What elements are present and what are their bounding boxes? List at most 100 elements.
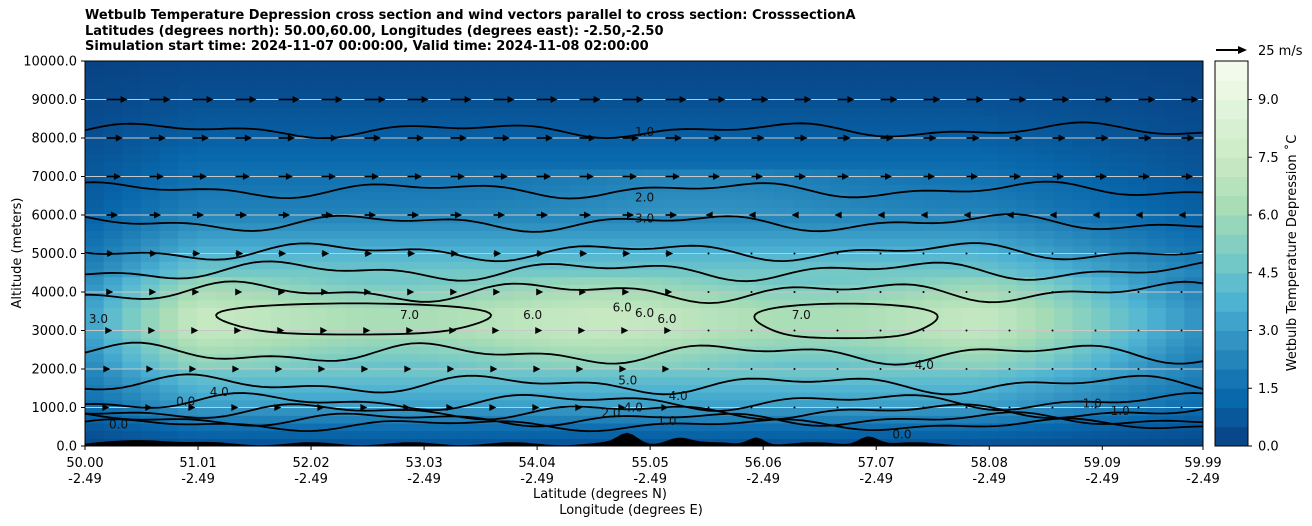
field-cell xyxy=(699,222,720,231)
field-cell xyxy=(811,338,831,347)
field-cell xyxy=(718,384,738,393)
field-cell xyxy=(718,292,738,301)
field-cell xyxy=(140,61,161,70)
field-cell xyxy=(830,107,850,116)
field-cell xyxy=(178,168,198,178)
field-cell xyxy=(1184,292,1203,301)
field-cell xyxy=(308,222,328,231)
field-cell xyxy=(476,238,496,247)
field-cell xyxy=(681,276,701,285)
field-cell xyxy=(252,376,272,385)
field-cell xyxy=(457,184,477,193)
field-cell xyxy=(1016,361,1036,370)
field-cell xyxy=(140,330,161,339)
field-cell xyxy=(308,122,328,131)
field-cell xyxy=(569,384,589,393)
colorbar-band xyxy=(1215,311,1248,331)
field-cell xyxy=(401,191,421,201)
field-cell xyxy=(774,99,794,108)
wind-vector-head xyxy=(1144,134,1152,142)
field-cell xyxy=(699,369,720,378)
field-cell xyxy=(159,153,179,162)
field-cell xyxy=(625,114,645,124)
field-cell xyxy=(494,184,515,193)
field-cell xyxy=(289,107,310,116)
field-cell xyxy=(364,84,384,93)
wind-vector xyxy=(836,329,839,332)
field-cell xyxy=(979,130,999,139)
field-cell xyxy=(457,199,477,208)
field-cell xyxy=(1035,91,1055,101)
field-cell xyxy=(513,238,533,247)
field-cell xyxy=(252,330,272,339)
field-cell xyxy=(457,438,477,446)
field-cell xyxy=(85,245,105,255)
field-cell xyxy=(1165,253,1185,262)
field-cell xyxy=(774,191,794,201)
field-cell xyxy=(271,407,291,416)
field-cell xyxy=(755,315,776,324)
field-cell xyxy=(737,315,757,324)
field-cell xyxy=(681,315,701,324)
field-cell xyxy=(439,345,459,355)
field-cell xyxy=(420,222,440,231)
field-cell xyxy=(513,345,533,355)
field-cell xyxy=(1072,299,1092,308)
field-cell xyxy=(625,307,645,316)
field-cell xyxy=(345,161,366,170)
field-cell xyxy=(774,253,794,262)
field-cell xyxy=(811,184,831,193)
field-cell xyxy=(755,176,776,185)
field-cell xyxy=(420,353,440,362)
field-cell xyxy=(755,338,776,347)
field-cell xyxy=(439,207,459,216)
field-cell xyxy=(942,292,962,301)
field-cell xyxy=(1109,222,1130,231)
field-cell xyxy=(904,299,925,308)
field-cell xyxy=(830,184,850,193)
field-cell xyxy=(420,268,440,278)
field-cell xyxy=(196,407,217,416)
field-cell xyxy=(234,145,254,154)
field-cell xyxy=(550,168,571,178)
field-cell xyxy=(588,245,608,255)
field-cell xyxy=(1147,284,1167,293)
field-cell xyxy=(811,399,831,409)
field-cell xyxy=(681,191,701,201)
field-cell xyxy=(960,207,980,216)
field-cell xyxy=(960,299,980,308)
field-cell xyxy=(662,338,682,347)
field-cell xyxy=(979,68,999,77)
field-cell xyxy=(1147,184,1167,193)
field-cell xyxy=(681,253,701,262)
field-cell xyxy=(252,230,272,239)
field-cell xyxy=(811,292,831,301)
field-cell xyxy=(923,407,943,416)
field-cell xyxy=(439,353,459,362)
field-cell xyxy=(606,114,626,124)
field-cell xyxy=(886,299,906,308)
field-cell xyxy=(979,369,999,378)
field-cell xyxy=(234,438,254,446)
field-cell xyxy=(960,307,980,316)
field-cell xyxy=(830,245,850,255)
field-cell xyxy=(85,407,105,416)
field-cell xyxy=(942,384,962,393)
field-cell xyxy=(196,114,217,124)
field-cell xyxy=(364,145,384,154)
field-cell xyxy=(1109,145,1130,154)
wind-vector-head xyxy=(363,327,371,334)
field-cell xyxy=(513,261,533,270)
wind-vector-head xyxy=(621,327,629,334)
field-cell xyxy=(1053,107,1074,116)
contour-label: 3.0 xyxy=(635,212,654,226)
field-cell xyxy=(234,122,254,131)
field-cell xyxy=(1072,315,1092,324)
field-cell xyxy=(345,99,366,108)
field-cell xyxy=(532,61,552,70)
wind-vector-head xyxy=(575,404,583,411)
field-cell xyxy=(327,253,347,262)
field-cell xyxy=(904,161,925,170)
field-cell xyxy=(85,99,105,108)
